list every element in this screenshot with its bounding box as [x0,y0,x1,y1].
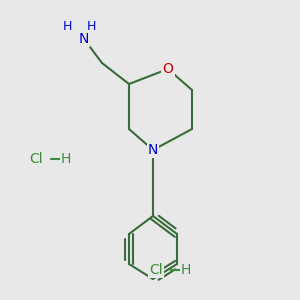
Text: N: N [148,143,158,157]
Text: H: H [87,20,96,34]
Text: N: N [79,32,89,46]
Text: H: H [181,263,191,277]
Text: H: H [63,20,72,34]
Text: H: H [61,152,71,166]
Text: Cl: Cl [29,152,43,166]
Text: O: O [163,62,173,76]
Text: Cl: Cl [149,263,163,277]
